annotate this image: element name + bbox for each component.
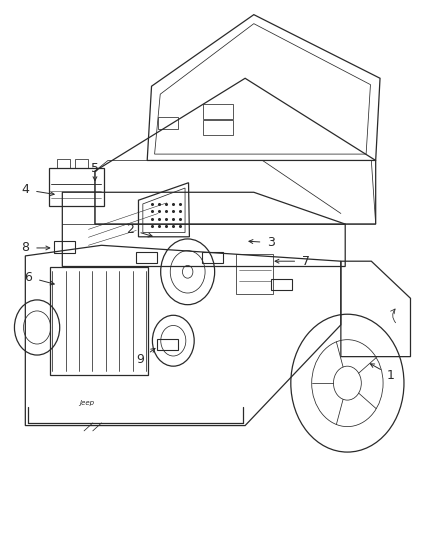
Text: 4: 4: [21, 183, 29, 196]
Bar: [74, 159, 88, 168]
Bar: [57, 159, 70, 168]
Text: 2: 2: [126, 223, 134, 236]
Bar: [49, 168, 104, 206]
Text: Jeep: Jeep: [79, 400, 94, 406]
Bar: [53, 241, 74, 253]
Bar: [136, 252, 157, 263]
Bar: [202, 252, 223, 263]
Bar: [271, 279, 292, 290]
Bar: [203, 104, 233, 119]
Bar: [203, 120, 233, 135]
Text: 1: 1: [387, 369, 395, 382]
Text: 5: 5: [91, 162, 99, 175]
Text: 7: 7: [302, 255, 310, 268]
Text: 3: 3: [267, 236, 275, 249]
Text: 8: 8: [21, 241, 29, 254]
Text: 9: 9: [137, 353, 145, 366]
Bar: [157, 338, 178, 350]
Text: 6: 6: [25, 271, 32, 284]
Bar: [158, 117, 178, 128]
Bar: [237, 254, 273, 294]
Bar: [50, 266, 148, 375]
